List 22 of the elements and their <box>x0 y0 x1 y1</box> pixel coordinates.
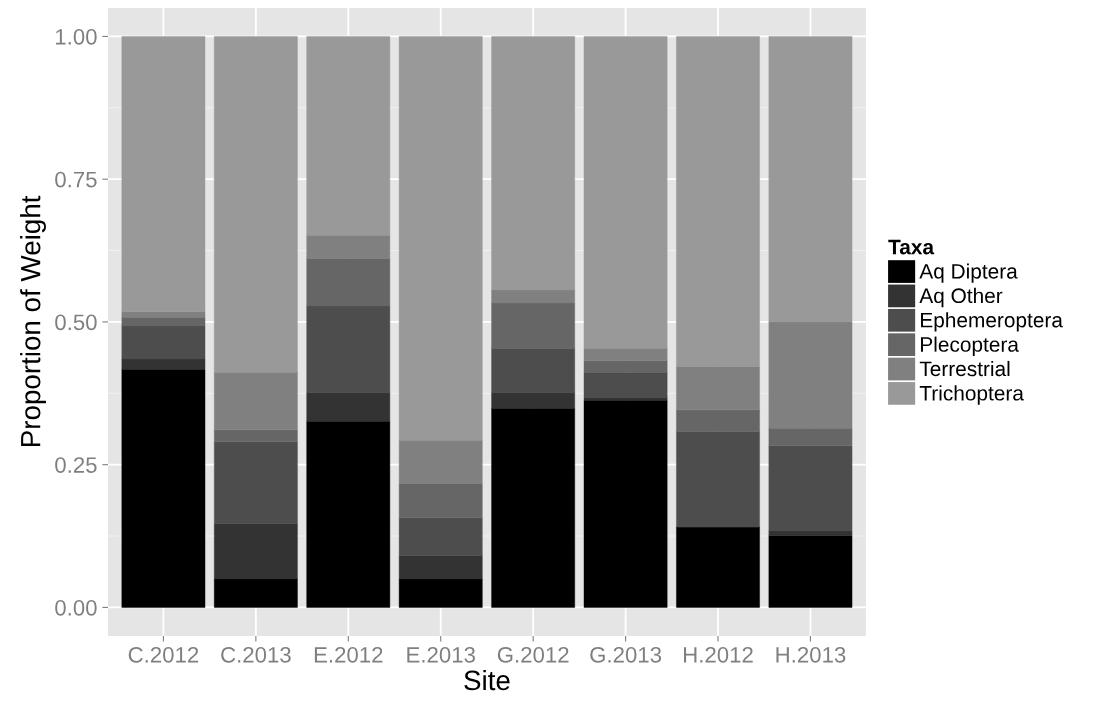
y-tick-label: 0.00 <box>55 599 97 616</box>
y-tick-label: 0.50 <box>55 314 97 331</box>
legend-label: Terrestrial <box>919 360 1010 377</box>
x-tick-label: H.2012 <box>684 646 753 663</box>
legend-label: Aq Other <box>919 287 1003 308</box>
y-tick-label: 1.00 <box>55 28 97 45</box>
x-axis-title: Site <box>464 669 510 691</box>
legend-label: Trichoptera <box>919 385 1024 405</box>
y-axis-title: Proportion of Weight <box>20 195 46 447</box>
legend-label: Ephemeroptera <box>921 312 1063 332</box>
y-tick-label: 0.75 <box>55 171 97 188</box>
x-tick-label: G.2012 <box>497 646 569 663</box>
x-tick-label: H.2013 <box>776 646 846 663</box>
x-tick-label: C.2012 <box>128 646 199 663</box>
x-tick-label: E.2013 <box>407 646 475 663</box>
x-tick-label: C.2013 <box>221 646 291 663</box>
y-tick-label: 0.25 <box>55 457 97 473</box>
legend-title: Taxa <box>888 239 935 255</box>
legend-label: Aq Diptera <box>919 263 1018 283</box>
x-tick-label: E.2012 <box>314 646 383 663</box>
legend-label: Plecoptera <box>921 336 1019 356</box>
x-tick-label: G.2013 <box>590 646 662 663</box>
